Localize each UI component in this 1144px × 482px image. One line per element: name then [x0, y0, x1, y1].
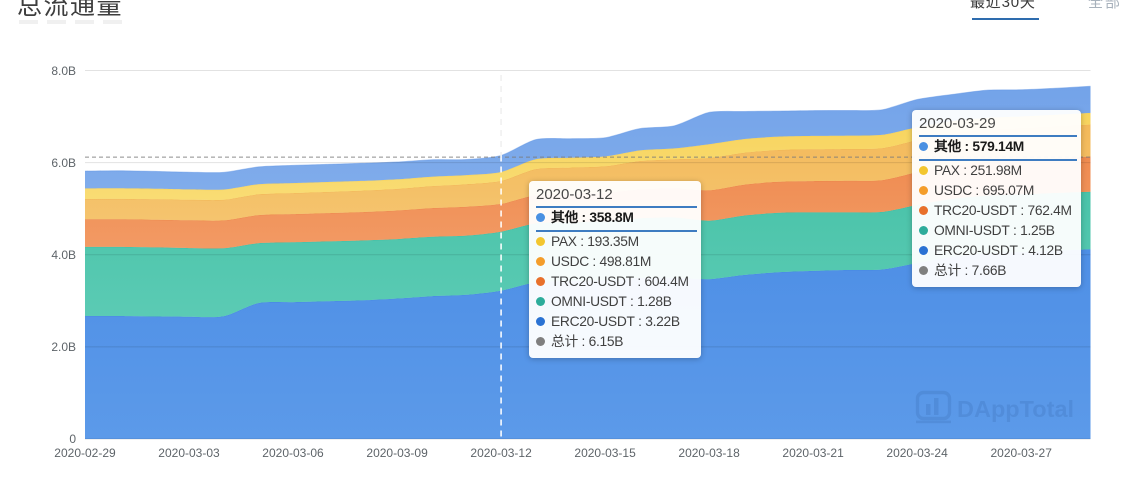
- svg-text:DAppTotal: DAppTotal: [957, 396, 1074, 422]
